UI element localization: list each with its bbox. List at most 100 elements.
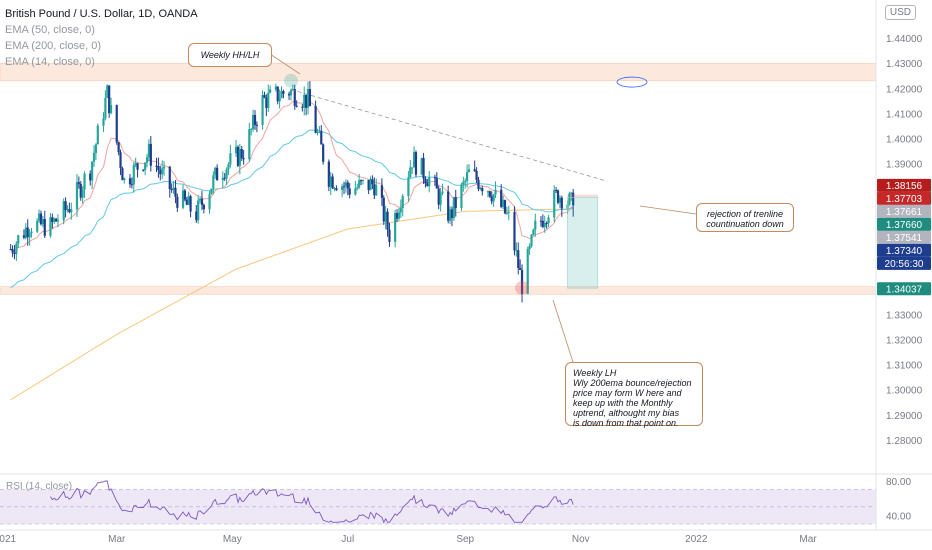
candle-body	[477, 179, 480, 189]
candle-body	[333, 188, 336, 190]
candle-body	[448, 209, 452, 221]
rsi-tick-label: 80.00	[886, 477, 911, 488]
candle-body	[513, 212, 516, 251]
price-badge-bg	[877, 256, 931, 270]
candle-body	[248, 129, 251, 160]
date-tick-label: Sep	[456, 534, 474, 545]
price-badge-label: 1.37340	[886, 246, 923, 257]
candle-body	[414, 152, 418, 175]
candle-body	[291, 89, 294, 91]
indicator-ema-50[interactable]: EMA (50, close, 0)	[5, 24, 95, 36]
candle-body	[261, 95, 264, 125]
price-tick-label: 1.31000	[886, 361, 923, 372]
candle-body	[553, 190, 556, 218]
candle-body	[515, 250, 518, 252]
rsi-label: RSI (14, close)	[6, 481, 73, 492]
support-zone	[0, 286, 877, 295]
candle-body	[433, 177, 437, 179]
candle-body	[11, 249, 14, 253]
candle-body	[198, 198, 202, 201]
date-tick-label: Jul	[341, 534, 354, 545]
date-tick-label: Nov	[572, 534, 590, 545]
candle-body	[236, 146, 240, 166]
candle-body	[43, 219, 46, 236]
candle-body	[301, 106, 304, 108]
candle-body	[386, 211, 389, 230]
candle-body	[185, 199, 188, 205]
date-tick-label: Mar	[799, 534, 817, 545]
price-tick-label: 1.29000	[886, 411, 923, 422]
candle-body	[280, 90, 283, 99]
callout-weekly-lh-line-2: Wly 200ema bounce/rejection	[573, 378, 692, 388]
candle-body	[572, 192, 575, 206]
candle-body	[314, 106, 317, 133]
date-tick-label: 2021	[0, 534, 17, 545]
callout-weekly-lh[interactable]: Weekly LH Wly 200ema bounce/rejection pr…	[565, 362, 703, 428]
date-tick-label: 2022	[685, 534, 708, 545]
price-badge-label: 1.37661	[886, 207, 923, 218]
candle-body	[212, 175, 215, 189]
candle-body	[539, 220, 543, 222]
candle-body	[327, 161, 330, 187]
candle-body	[253, 114, 257, 125]
indicator-ema-200[interactable]: EMA (200, close, 0)	[5, 40, 101, 52]
candle-body	[354, 188, 357, 195]
price-badge-bg	[877, 230, 931, 244]
candle-body	[441, 191, 444, 194]
candle-body	[359, 180, 363, 182]
candle-body	[318, 131, 321, 133]
symbol-title: British Pound / U.S. Dollar, 1D, OANDA	[5, 8, 198, 20]
price-badge-bg	[877, 282, 931, 296]
price-badge-label: 1.37660	[886, 220, 923, 231]
candle-body	[435, 178, 438, 189]
price-tick-label: 1.42000	[886, 84, 923, 95]
candle-body	[462, 181, 465, 185]
candle-body	[519, 268, 522, 270]
candle-body	[56, 220, 60, 222]
candle-body	[520, 269, 524, 294]
candle-body	[545, 223, 548, 225]
price-tick-label: 1.40000	[886, 135, 923, 146]
candle-body	[490, 196, 493, 202]
candle-body	[269, 89, 272, 93]
projection-stop-area	[567, 194, 598, 198]
price-badge-bg	[877, 191, 931, 205]
candle-body	[157, 166, 160, 171]
candle-body	[238, 148, 241, 166]
candle-body	[295, 105, 298, 107]
currency-button[interactable]: USD	[884, 5, 916, 20]
rsi-tick-label: 40.00	[886, 511, 911, 522]
candle-body	[81, 189, 84, 198]
price-badge-bg	[877, 204, 931, 218]
candle-body	[22, 235, 26, 238]
candle-body	[250, 128, 253, 130]
candle-body	[560, 197, 563, 209]
callout-trendline-rejection[interactable]: rejection of trenline countinuation down	[696, 203, 794, 232]
candle-body	[130, 184, 133, 186]
candle-body	[342, 186, 346, 188]
price-tick-label: 1.33000	[886, 310, 923, 321]
candle-body	[293, 89, 296, 106]
candle-body	[189, 196, 192, 212]
candle-body	[447, 191, 450, 221]
candle-body	[528, 245, 531, 249]
candle-body	[214, 167, 217, 176]
candle-body	[473, 169, 476, 171]
candle-body	[106, 85, 109, 98]
ema-14-line	[10, 100, 574, 251]
price-badge-bg	[877, 217, 931, 231]
candle-body	[66, 209, 69, 211]
candle-body	[37, 213, 41, 221]
candle-body	[276, 86, 279, 102]
candle-body	[252, 114, 255, 129]
candle-body	[115, 104, 118, 143]
callout-weekly-hh-lh-text: Weekly HH/LH	[200, 50, 260, 60]
indicator-ema-14[interactable]: EMA (14, close, 0)	[5, 56, 95, 68]
candle-body	[397, 212, 401, 219]
candle-body	[144, 162, 147, 170]
candle-body	[229, 153, 232, 165]
date-tick-label: Mar	[108, 534, 126, 545]
callout-weekly-hh-lh[interactable]: Weekly HH/LH	[188, 43, 272, 67]
candle-body	[395, 212, 399, 219]
